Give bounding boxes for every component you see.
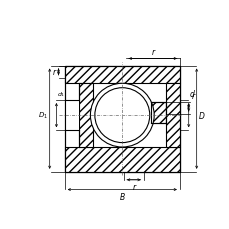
Text: r: r	[132, 182, 135, 191]
Text: $d_1$: $d_1$	[57, 90, 65, 99]
Polygon shape	[150, 102, 165, 123]
Polygon shape	[65, 66, 179, 172]
Circle shape	[90, 84, 153, 147]
Polygon shape	[79, 84, 93, 147]
Text: $D_1$: $D_1$	[38, 111, 48, 121]
Polygon shape	[65, 66, 179, 84]
Text: r: r	[52, 68, 56, 77]
Polygon shape	[65, 101, 79, 131]
Text: B: B	[119, 192, 124, 201]
Text: r: r	[191, 91, 194, 100]
Polygon shape	[65, 147, 179, 172]
Circle shape	[94, 88, 149, 143]
Text: d: d	[189, 90, 194, 99]
Polygon shape	[165, 84, 179, 147]
Text: D: D	[198, 111, 204, 120]
Text: r: r	[151, 48, 154, 57]
